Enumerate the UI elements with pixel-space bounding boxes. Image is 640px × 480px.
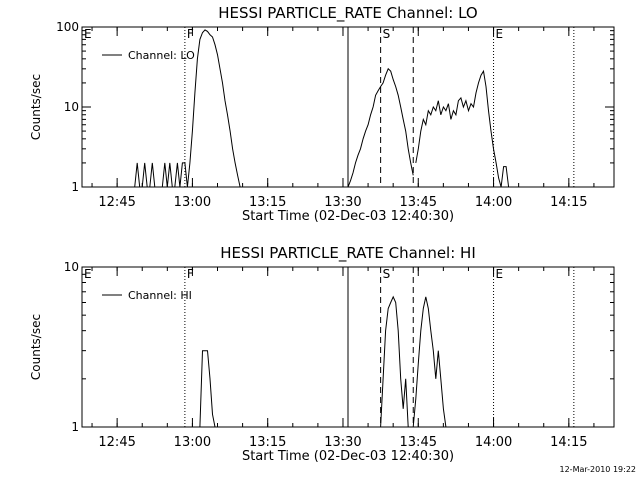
x-tick-label: 13:15	[249, 435, 286, 450]
x-tick-label: 14:00	[475, 435, 512, 450]
lo-channel-panel: HESSI PARTICLE_RATE Channel: LO 1 10 100 12:…	[29, 4, 615, 224]
series-line	[347, 67, 414, 187]
x-tick-label: 14:00	[475, 195, 512, 210]
event-marker-label: F	[187, 27, 194, 41]
x-tick-label: 13:15	[249, 195, 286, 210]
y-tick-label: 10	[64, 100, 79, 114]
y-tick-label: 10	[64, 260, 79, 274]
event-marker-label: E	[84, 267, 92, 281]
event-marker-label: S	[383, 267, 391, 281]
event-marker-label: F	[187, 267, 194, 281]
timestamp-stamp: 12-Mar-2010 19:22	[560, 465, 637, 474]
x-tick-label: 12:45	[98, 195, 135, 210]
legend-entry: Channel: HI	[128, 289, 192, 302]
x-tick-label: 13:45	[400, 195, 437, 210]
x-tick-label: 12:45	[98, 435, 135, 450]
event-marker-label: E	[496, 27, 504, 41]
x-tick-label: 13:30	[324, 195, 361, 210]
chart-title: HESSI PARTICLE_RATE Channel: HI	[220, 244, 476, 263]
event-marker-label: S	[383, 27, 391, 41]
series-line	[132, 29, 243, 187]
event-marker-label: E	[84, 27, 92, 41]
series-line	[380, 295, 409, 427]
legend-entry: Channel: LO	[128, 49, 195, 62]
y-tick-label: 1	[71, 180, 79, 194]
series-line	[412, 296, 447, 427]
x-tick-label: 13:00	[174, 435, 211, 450]
hi-channel-panel: HESSI PARTICLE_RATE Channel: HI 1 10 12:45 1…	[29, 244, 615, 464]
x-tick-label: 14:15	[550, 435, 587, 450]
y-tick-label: 100	[56, 20, 79, 34]
x-axis-label: Start Time (02-Dec-03 12:40:30)	[242, 209, 454, 224]
chart-title: HESSI PARTICLE_RATE Channel: LO	[218, 4, 477, 23]
y-axis-label: Counts/sec	[29, 74, 43, 140]
y-tick-label: 1	[71, 420, 79, 434]
series-line	[199, 350, 216, 427]
x-tick-label: 13:00	[174, 195, 211, 210]
x-tick-label: 14:15	[550, 195, 587, 210]
x-tick-label: 13:45	[400, 435, 437, 450]
x-tick-label: 13:30	[324, 435, 361, 450]
x-axis-label: Start Time (02-Dec-03 12:40:30)	[242, 449, 454, 464]
event-marker-label: E	[496, 267, 504, 281]
y-axis-label: Counts/sec	[29, 314, 43, 380]
series-line	[415, 69, 510, 187]
